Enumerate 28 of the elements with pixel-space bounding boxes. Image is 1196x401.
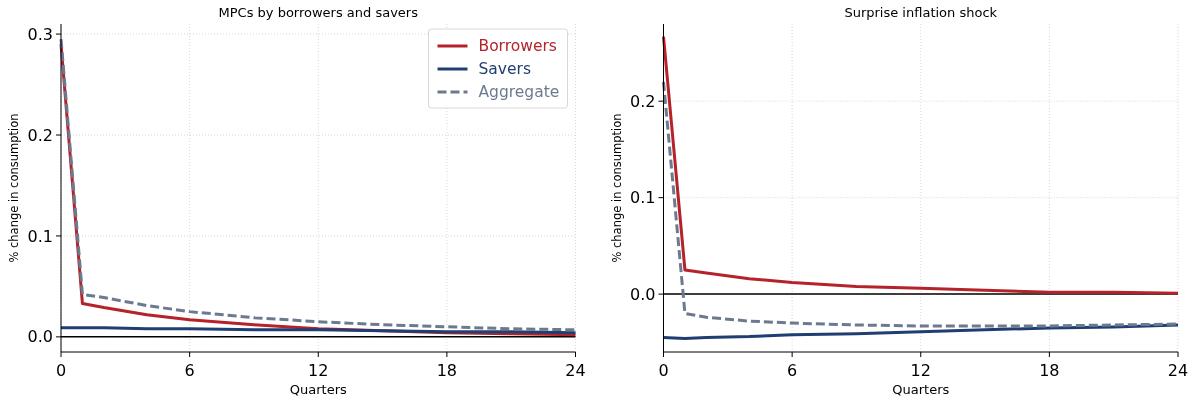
y-tick-label: 0.0 — [27, 327, 53, 347]
x-tick-label: 18 — [436, 361, 458, 380]
x-tick-label: 24 — [565, 361, 586, 380]
chart-title: MPCs by borrowers and savers — [218, 5, 419, 20]
y-tick-label: 0.1 — [630, 188, 656, 208]
line-series — [662, 35, 1180, 295]
x-tick-label: 6 — [184, 361, 195, 380]
y-axis-title: % change in consumption — [609, 113, 624, 263]
y-tick-label: 0.2 — [630, 91, 656, 111]
y-tick-label: 0.0 — [630, 284, 656, 304]
y-tick-label: 0.3 — [27, 24, 53, 44]
y-tick-label: 0.1 — [27, 226, 53, 246]
legend-label: Aggregate — [478, 83, 560, 102]
line-series — [662, 323, 1180, 340]
x-tick-label: 6 — [787, 361, 798, 380]
x-tick-label: 12 — [308, 361, 329, 380]
x-axis-title: Quarters — [892, 382, 950, 397]
x-tick-label: 18 — [1039, 361, 1060, 380]
y-axis-title: % change in consumption — [7, 113, 21, 263]
legend-label: Borrowers — [478, 37, 557, 56]
x-tick-label: 0 — [658, 361, 669, 380]
legend-label: Savers — [478, 60, 531, 79]
x-tick-label: 0 — [55, 361, 67, 380]
x-tick-label: 12 — [910, 361, 931, 380]
chart-title: Surprise inflation shock — [844, 5, 998, 20]
x-axis-title: Quarters — [289, 382, 347, 397]
y-tick-label: 0.2 — [27, 125, 53, 145]
x-tick-label: 24 — [1167, 361, 1189, 380]
